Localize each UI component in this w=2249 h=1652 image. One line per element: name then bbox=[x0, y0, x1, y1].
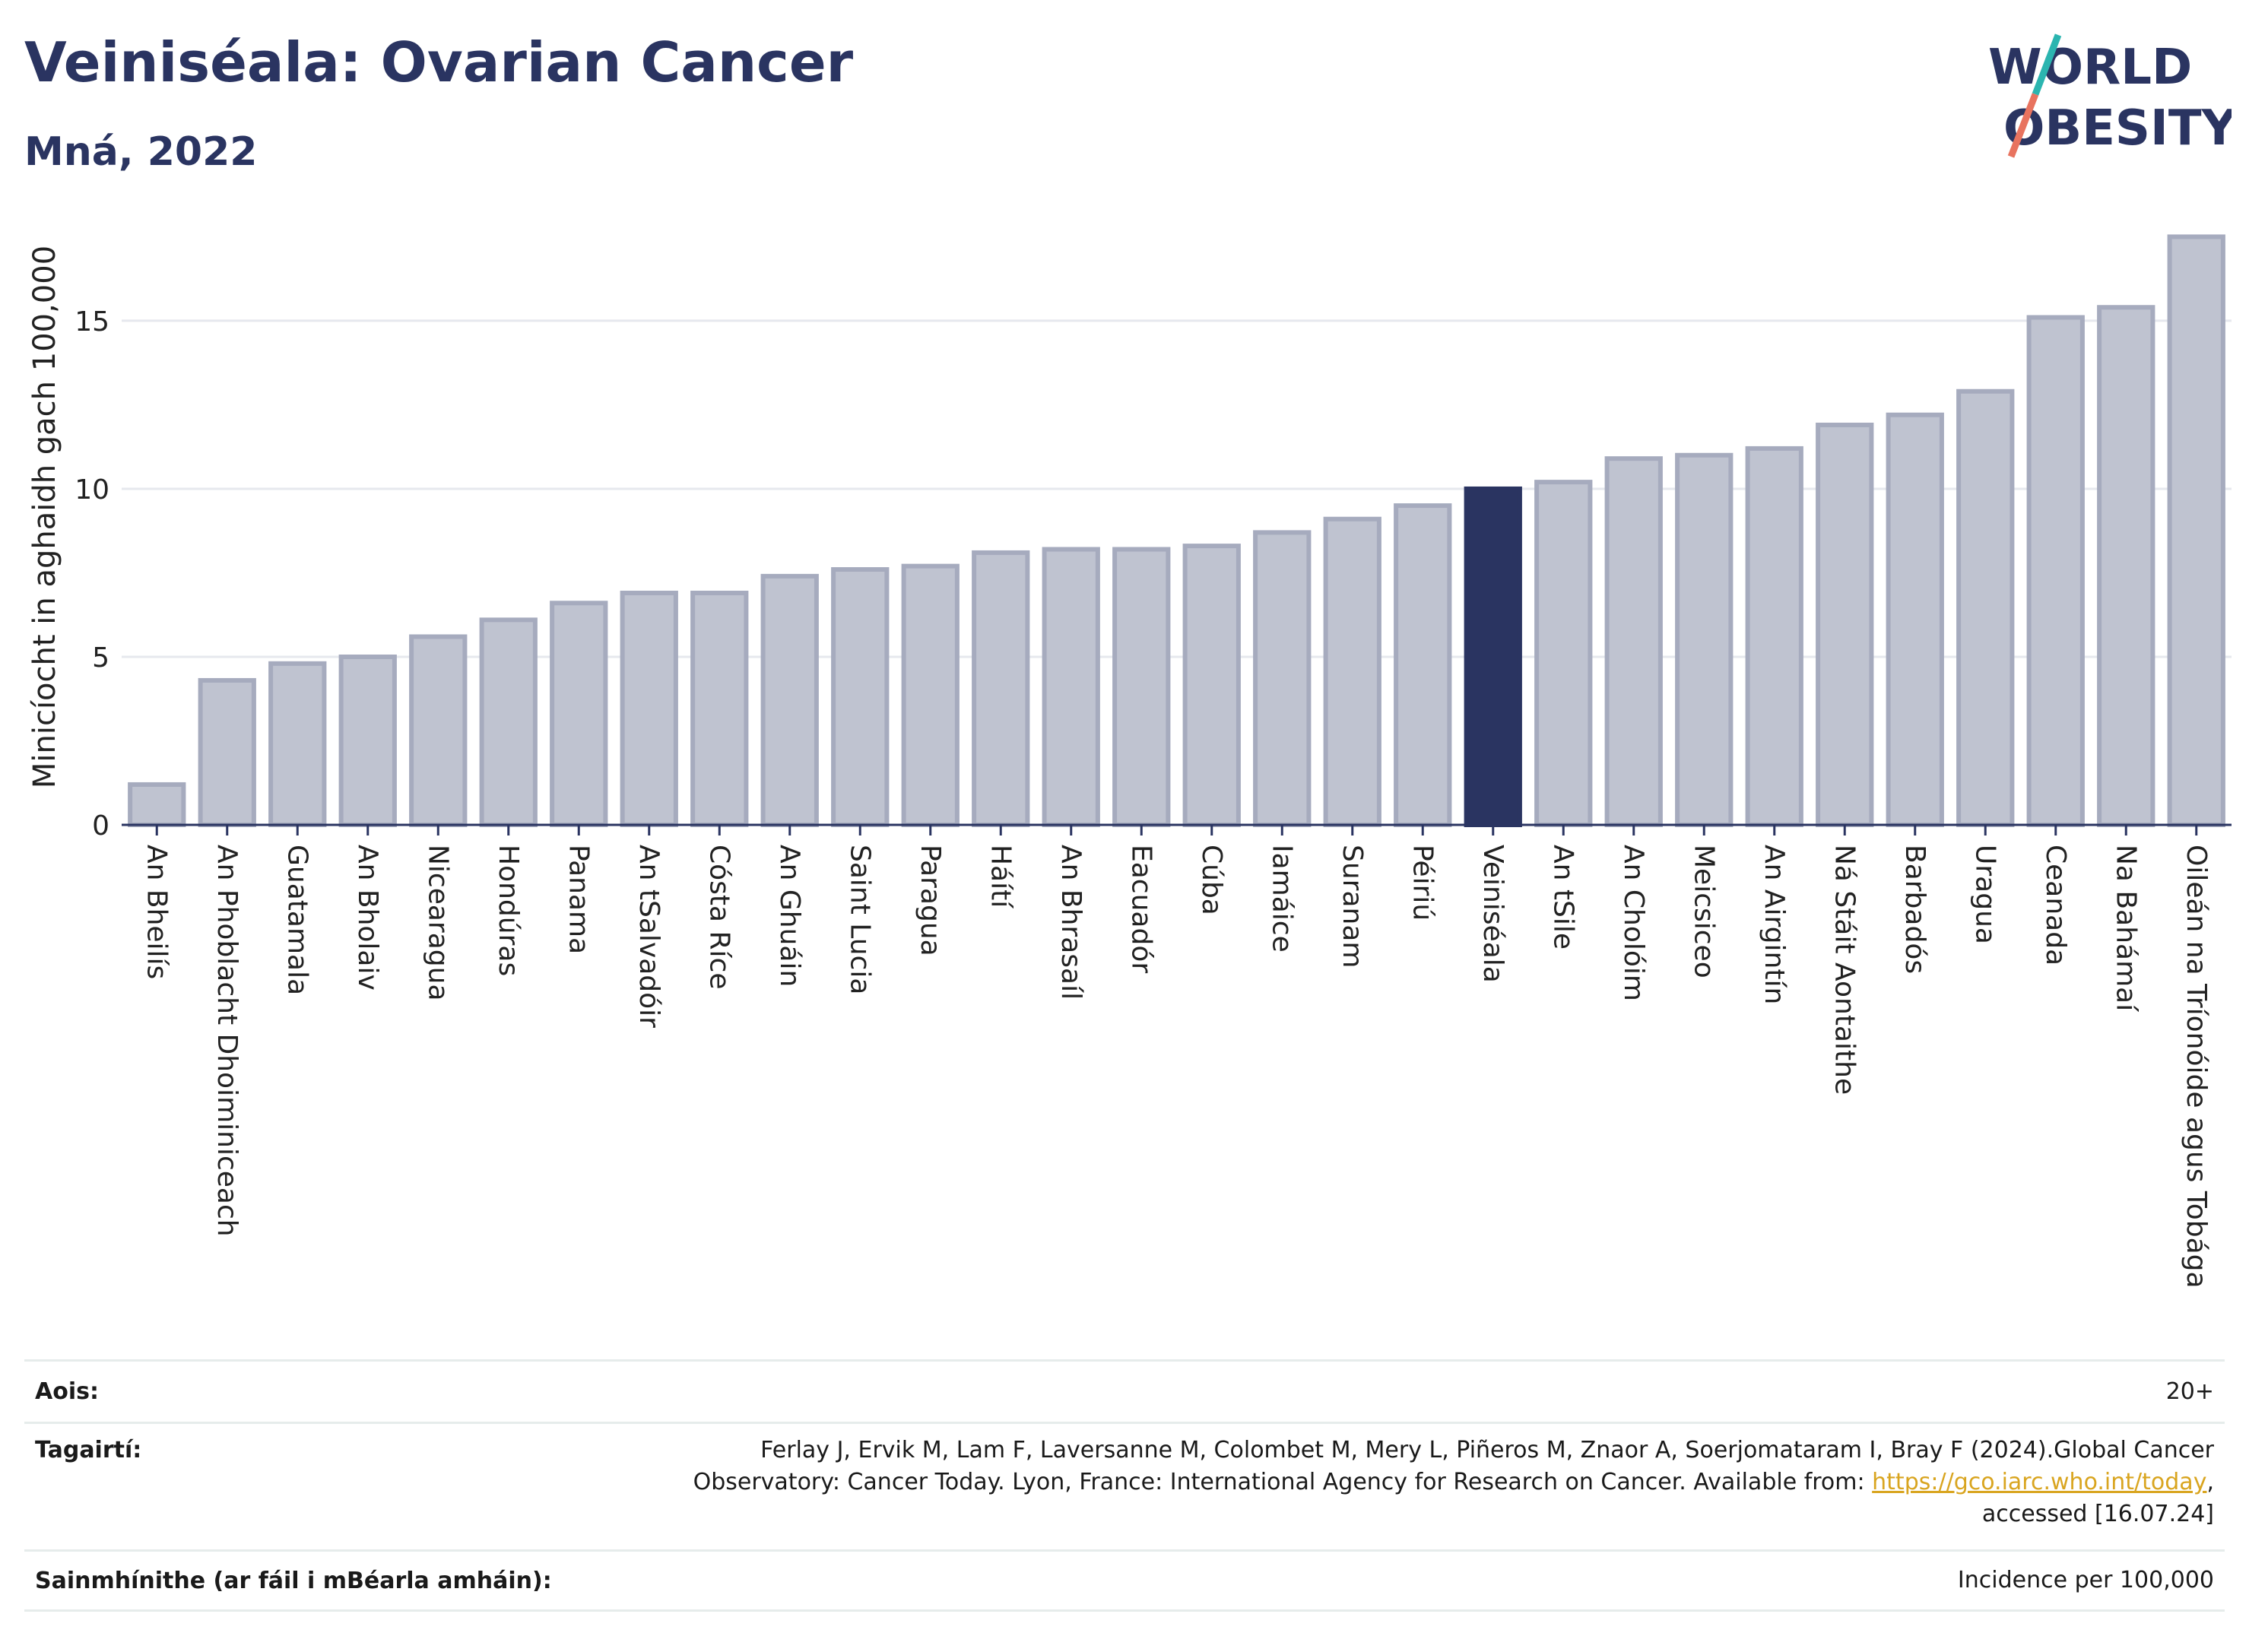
bar bbox=[1534, 480, 1593, 827]
x-tick-label: Eacuadór bbox=[1125, 845, 1156, 973]
bar bbox=[1886, 412, 1944, 828]
y-tick-label: 15 bbox=[75, 306, 109, 338]
bar bbox=[1604, 456, 1663, 827]
bar bbox=[760, 573, 819, 827]
x-tick-label: Ceanada bbox=[2040, 845, 2071, 966]
bar bbox=[198, 677, 256, 828]
bar bbox=[2167, 234, 2225, 827]
x-tick-label: Paragua bbox=[915, 845, 946, 956]
bar bbox=[338, 654, 397, 828]
bar bbox=[972, 550, 1030, 827]
chart-subtitle: Mná, 2022 bbox=[24, 129, 258, 175]
bar-highlight bbox=[1464, 486, 1522, 827]
x-tick-label: An Phoblacht Dhoiminiceach bbox=[211, 845, 243, 1237]
grid-lines bbox=[122, 319, 2232, 658]
x-tick-label: Oileán na Tríonóide agus Tobága bbox=[2181, 845, 2212, 1289]
references-line2-end: , bbox=[2206, 1469, 2214, 1495]
bar bbox=[1745, 446, 1803, 827]
bar bbox=[1816, 422, 1874, 828]
x-tick-label: Iamáice bbox=[1266, 845, 1297, 953]
bar bbox=[831, 567, 890, 827]
x-tick-label: Péiriú bbox=[1407, 845, 1438, 921]
bar bbox=[1394, 503, 1452, 827]
x-tick-label: An Airgintín bbox=[1759, 845, 1790, 1004]
x-tick-label: An tSile bbox=[1547, 845, 1578, 950]
x-tick-label: Ná Stáit Aontaithe bbox=[1829, 845, 1860, 1095]
bar bbox=[1253, 530, 1312, 827]
bar bbox=[2026, 315, 2085, 828]
info-table: Aois: 20+ Tagairtí: Ferlay J, Ervik M, L… bbox=[24, 1359, 2225, 1612]
x-tick-label: Meicsiceo bbox=[1688, 845, 1719, 978]
x-tick-label: Háítí bbox=[985, 845, 1016, 908]
bar bbox=[901, 563, 960, 827]
y-axis-title: Minicíocht in aghaidh gach 100,000 bbox=[27, 246, 62, 788]
bar bbox=[479, 617, 538, 828]
bar-chart: 0 5 10 15 An Bheilís An Phoblacht Dhoiminice… bbox=[27, 234, 2232, 1289]
logo-slash-teal bbox=[2032, 33, 2062, 96]
x-tick-label: An Bholaiv bbox=[352, 845, 383, 991]
bars bbox=[128, 234, 2225, 828]
bar bbox=[620, 590, 678, 827]
x-tick-label: Na Bahámaí bbox=[2110, 845, 2141, 1012]
references-text: Ferlay J, Ervik M, Lam F, Laversanne M, … bbox=[693, 1435, 2225, 1549]
logo-slash-coral bbox=[2007, 93, 2039, 158]
x-tick-label: An Bheilís bbox=[141, 845, 172, 979]
definitions-row: Sainmhínithe (ar fáil i mBéarla amháin):… bbox=[24, 1549, 2225, 1612]
age-label: Aois: bbox=[35, 1378, 99, 1405]
x-tick-label: Uragua bbox=[1969, 845, 2000, 944]
world-obesity-logo: WORLD OBESITY bbox=[1988, 33, 2232, 158]
y-tick-label: 0 bbox=[92, 810, 109, 842]
bar bbox=[1956, 388, 2015, 828]
x-tick-label: Nicearagua bbox=[422, 845, 453, 1001]
bar bbox=[1042, 547, 1100, 827]
definitions-label: Sainmhínithe (ar fáil i mBéarla amháin): bbox=[35, 1567, 552, 1594]
x-tick-label: Barbadós bbox=[1899, 845, 1930, 974]
references-line2: Observatory: Cancer Today. Lyon, France:… bbox=[693, 1467, 2214, 1498]
x-tick-label: Saint Lucia bbox=[844, 845, 875, 994]
bar bbox=[690, 590, 749, 827]
bar bbox=[550, 601, 608, 827]
x-tick-label: An Cholóim bbox=[1618, 845, 1649, 1001]
x-tick-label: An tSalvadóir bbox=[633, 845, 665, 1028]
age-row: Aois: 20+ bbox=[24, 1359, 2225, 1422]
x-tick-label: Veiniséala bbox=[1477, 845, 1508, 983]
bar bbox=[2097, 305, 2155, 827]
references-line2-text: Observatory: Cancer Today. Lyon, France:… bbox=[693, 1469, 1873, 1495]
bar bbox=[128, 782, 186, 827]
y-tick-label: 5 bbox=[92, 642, 109, 674]
references-link[interactable]: https://gco.iarc.who.int/today bbox=[1872, 1469, 2207, 1495]
y-tick-label: 10 bbox=[75, 474, 109, 506]
bar bbox=[268, 661, 327, 827]
bar bbox=[1323, 516, 1381, 827]
x-tick-label: An Bhrasaíl bbox=[1055, 845, 1086, 1000]
logo-line1: WORLD bbox=[1988, 40, 2192, 96]
logo-line2: OBESITY bbox=[2003, 100, 2232, 157]
bar bbox=[1112, 547, 1171, 827]
references-line3: accessed [16.07.24] bbox=[1981, 1501, 2214, 1527]
x-tick-label: Guatamala bbox=[281, 845, 312, 995]
x-tick-label: Hondúras bbox=[493, 845, 524, 976]
x-tick-label: An Ghuáin bbox=[774, 845, 805, 987]
age-value: 20+ bbox=[2165, 1378, 2214, 1405]
x-tick-label: Cósta Ríce bbox=[703, 845, 734, 990]
references-line1: Ferlay J, Ervik M, Lam F, Laversanne M, … bbox=[760, 1437, 2214, 1463]
bar bbox=[1182, 544, 1241, 827]
definitions-value: Incidence per 100,000 bbox=[1957, 1567, 2214, 1593]
chart-title: Veiniséala: Ovarian Cancer bbox=[24, 30, 854, 94]
references-label: Tagairtí: bbox=[35, 1437, 142, 1463]
references-row: Tagairtí: Ferlay J, Ervik M, Lam F, Lave… bbox=[24, 1422, 2225, 1549]
x-tick-label: Panama bbox=[563, 845, 594, 954]
y-axis-ticks: 0 5 10 15 bbox=[75, 306, 109, 842]
bar bbox=[1675, 452, 1734, 827]
x-tick-label: Suranam bbox=[1337, 845, 1368, 968]
bar bbox=[409, 634, 468, 827]
x-tick-label: Cúba bbox=[1196, 845, 1227, 915]
x-axis-ticks: An Bheilís An Phoblacht Dhoiminiceach Guat… bbox=[141, 825, 2212, 1289]
